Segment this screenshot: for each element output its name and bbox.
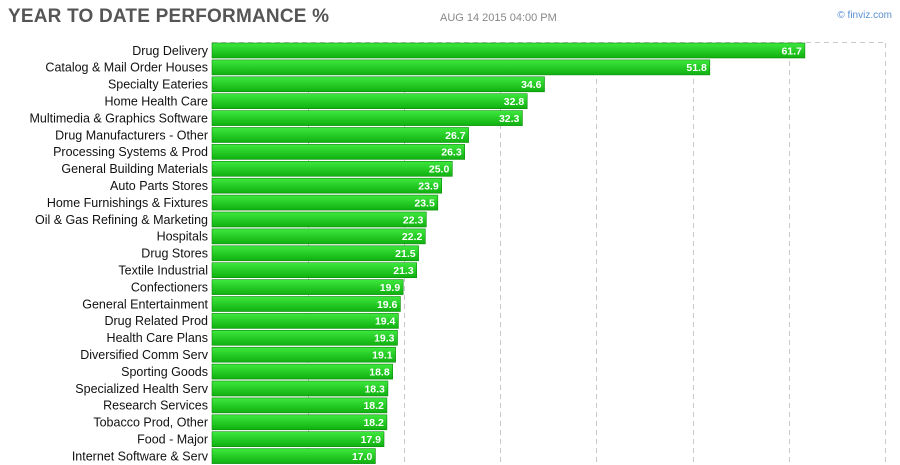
bar[interactable] xyxy=(211,346,396,363)
category-label: Drug Manufacturers - Other xyxy=(55,128,208,142)
category-label: General Building Materials xyxy=(61,162,208,176)
category-label: Drug Stores xyxy=(141,247,208,261)
bar-layer xyxy=(211,42,806,464)
bar[interactable] xyxy=(211,414,388,431)
value-label: 19.3 xyxy=(374,333,395,345)
category-label: Diversified Comm Serv xyxy=(80,348,209,362)
bar[interactable] xyxy=(211,177,442,194)
value-label: 19.4 xyxy=(375,316,396,328)
label-layer: Drug Delivery 61.7 Catalog & Mail Order Ho… xyxy=(29,44,802,464)
bar[interactable] xyxy=(211,296,401,312)
category-label: Hospitals xyxy=(157,230,208,244)
bar[interactable] xyxy=(211,380,389,397)
value-label: 19.9 xyxy=(380,282,401,294)
category-label: Drug Related Prod xyxy=(104,314,208,328)
watermark-link[interactable]: © finviz.com xyxy=(837,10,892,21)
bar[interactable] xyxy=(211,127,469,143)
category-label: Confectioners xyxy=(131,280,208,294)
value-label: 32.8 xyxy=(504,96,525,108)
value-label: 19.1 xyxy=(372,350,393,362)
bar[interactable] xyxy=(211,93,528,109)
category-label: Auto Parts Stores xyxy=(110,179,208,193)
chart-datetime: AUG 14 2015 04:00 PM xyxy=(440,12,557,24)
value-label: 23.5 xyxy=(414,197,435,209)
value-label: 51.8 xyxy=(686,62,707,74)
bar[interactable] xyxy=(211,448,376,464)
category-label: Sporting Goods xyxy=(121,365,208,379)
category-label: Processing Systems & Prod xyxy=(53,145,208,159)
value-label: 26.3 xyxy=(441,147,462,159)
category-label: Internet Software & Serv xyxy=(72,449,209,463)
category-label: Health Care Plans xyxy=(107,331,208,345)
category-label: Research Services xyxy=(103,399,208,413)
bar[interactable] xyxy=(211,59,711,76)
value-label: 18.2 xyxy=(363,417,384,429)
value-label: 17.9 xyxy=(361,434,382,446)
category-label: Food - Major xyxy=(137,433,208,447)
value-label: 18.3 xyxy=(364,383,385,395)
value-label: 22.3 xyxy=(403,214,424,226)
value-label: 22.2 xyxy=(402,231,423,243)
bar[interactable] xyxy=(211,161,453,177)
bar[interactable] xyxy=(211,279,404,295)
category-label: Specialty Eateries xyxy=(108,78,208,92)
category-label: Drug Delivery xyxy=(132,44,208,58)
bar[interactable] xyxy=(211,194,439,211)
bar[interactable] xyxy=(211,76,545,93)
category-label: Multimedia & Graphics Software xyxy=(29,111,208,125)
value-label: 23.9 xyxy=(418,181,439,193)
category-label: Textile Industrial xyxy=(118,264,208,278)
category-label: Tobacco Prod, Other xyxy=(93,416,208,430)
category-label: Home Health Care xyxy=(104,95,208,109)
value-label: 21.3 xyxy=(393,265,414,277)
bar[interactable] xyxy=(211,228,426,245)
bar[interactable] xyxy=(211,245,419,262)
bar[interactable] xyxy=(211,211,427,228)
category-label: Specialized Health Serv xyxy=(75,382,208,396)
bar[interactable] xyxy=(211,397,388,414)
bar[interactable] xyxy=(211,110,523,126)
value-label: 17.0 xyxy=(352,451,373,463)
value-label: 61.7 xyxy=(781,45,802,57)
bar[interactable] xyxy=(211,42,806,59)
value-label: 34.6 xyxy=(521,79,542,91)
value-label: 26.7 xyxy=(445,130,466,142)
category-label: Oil & Gas Refining & Marketing xyxy=(35,213,208,227)
category-label: Catalog & Mail Order Houses xyxy=(45,61,208,75)
chart-title: YEAR TO DATE PERFORMANCE % xyxy=(8,6,330,27)
bar[interactable] xyxy=(211,329,398,346)
category-label: Home Furnishings & Fixtures xyxy=(47,196,208,210)
value-label: 21.5 xyxy=(395,248,416,260)
bar[interactable] xyxy=(211,262,417,279)
value-label: 32.3 xyxy=(499,113,520,125)
bar[interactable] xyxy=(211,313,399,329)
value-label: 18.8 xyxy=(369,366,390,378)
bar[interactable] xyxy=(211,144,465,160)
value-label: 25.0 xyxy=(429,164,450,176)
bar[interactable] xyxy=(211,363,393,380)
category-label: General Entertainment xyxy=(82,297,208,311)
value-label: 18.2 xyxy=(363,400,384,412)
value-label: 19.6 xyxy=(377,299,398,311)
bar[interactable] xyxy=(211,431,385,448)
